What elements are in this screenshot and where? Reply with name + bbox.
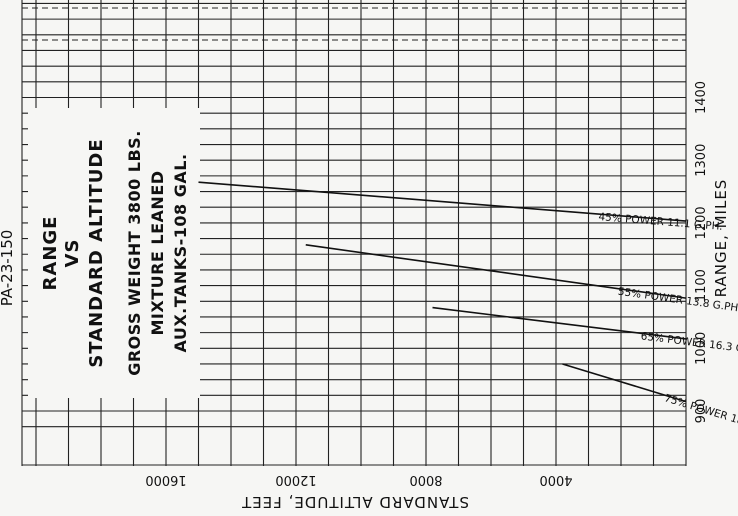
title-line-2: VS [62,239,83,268]
tick-labels: 900 1000 1100 1200 1300 1400 4000 8000 12000 1600… [145,81,709,487]
series-line [305,244,687,299]
series-line [198,181,687,222]
series-line [432,306,687,340]
chart-subtitle: GROSS WEIGHT 3800 LBS. MIXTURE LEANED AU… [125,130,190,376]
x-axis-title: RANGE, MILES [712,179,730,298]
title-panel [28,108,200,398]
series-line [562,363,687,403]
y-tick-label: 8000 [409,472,442,487]
x-tick-label: 1400 [694,81,709,114]
x-tick-label: 900 [694,399,709,424]
subtitle-line-2: MIXTURE LEANED [148,170,167,335]
chart-title: RANGE VS STANDARD ALTITUDE [40,138,107,367]
y-tick-label: 4000 [539,472,572,487]
doc-code-label: PA-23-150 [0,230,16,307]
x-tick-label: 1100 [694,269,709,302]
y-tick-label: 16000 [145,472,186,487]
subtitle-line-3: AUX.TANKS-108 GAL. [171,153,190,352]
title-line-1: RANGE [40,216,61,291]
title-line-3: STANDARD ALTITUDE [86,138,107,367]
y-tick-label: 12000 [275,472,316,487]
y-axis-title: STANDARD ALTITUDE, FEET [241,493,469,511]
x-tick-label: 1300 [694,144,709,177]
subtitle-line-1: GROSS WEIGHT 3800 LBS. [125,130,144,376]
x-tick-label: 1000 [694,332,709,365]
x-tick-label: 1200 [694,206,709,239]
